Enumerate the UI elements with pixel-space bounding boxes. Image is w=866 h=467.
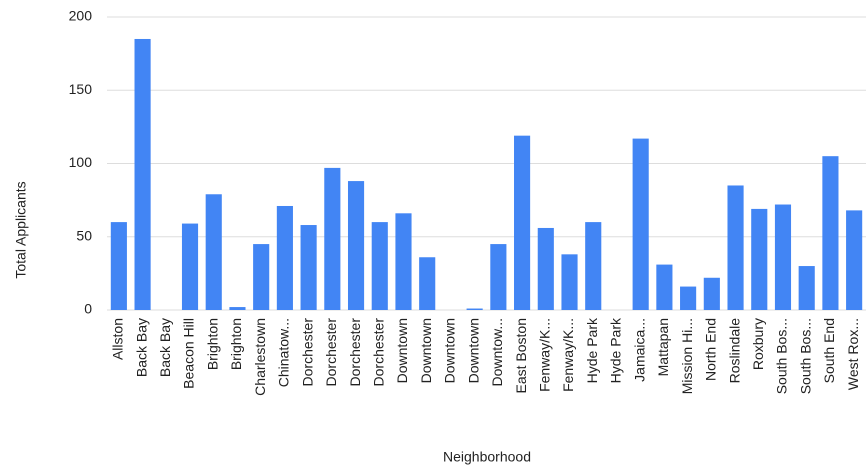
bar (466, 308, 483, 310)
bar (134, 38, 151, 310)
x-tick-label: Back Bay (133, 318, 149, 377)
bar (680, 286, 697, 310)
bar (585, 222, 602, 310)
x-tick-label: West Rox... (845, 318, 861, 390)
y-axis-title: Total Applicants (13, 181, 29, 278)
bar (751, 208, 768, 310)
bar (419, 257, 436, 310)
bar (371, 222, 388, 310)
bar (703, 277, 720, 310)
x-tick-label: Dorchester (370, 318, 386, 387)
bar (656, 264, 673, 310)
bar (632, 138, 649, 310)
y-tick-label: 100 (69, 154, 93, 170)
x-tick-label: Roxbury (750, 318, 766, 370)
x-tick-label: South Bos... (797, 318, 813, 394)
bar (276, 205, 293, 310)
x-tick-label: Downtown (442, 318, 458, 383)
x-tick-label: Downtown (394, 318, 410, 383)
x-tick-label: Roslindale (726, 318, 742, 384)
x-tick-label: Fenway/K... (560, 318, 576, 392)
x-tick-label: Dorchester (347, 318, 363, 387)
bar (490, 244, 507, 310)
bar (300, 225, 317, 310)
x-tick-label: Mattapan (655, 318, 671, 376)
y-tick-label: 0 (84, 301, 92, 317)
bar (181, 223, 199, 310)
bar (846, 210, 863, 310)
x-tick-label: Dorchester (299, 318, 315, 387)
bar (395, 213, 412, 310)
bar (822, 156, 839, 310)
x-tick-label: Hyde Park (608, 317, 624, 383)
x-tick-label: Charlestown (252, 318, 268, 396)
bar (537, 227, 554, 310)
bar (253, 244, 270, 310)
bar (347, 181, 365, 310)
x-tick-label: Beacon Hill (181, 318, 197, 389)
x-tick-label: Back Bay (157, 318, 173, 377)
y-tick-label: 50 (76, 227, 92, 243)
x-tick-label: North End (703, 318, 719, 381)
x-tick-label: Allston (110, 318, 126, 360)
x-tick-label: Downtow... (489, 318, 505, 386)
bar (514, 135, 531, 310)
bar (110, 222, 127, 310)
bar (774, 204, 792, 310)
x-tick-label: Hyde Park (584, 317, 600, 383)
x-tick-label: Downtown (465, 318, 481, 383)
x-axis-title: Neighborhood (443, 449, 531, 465)
x-tick-label: Fenway/K... (537, 318, 553, 392)
bar (561, 254, 578, 310)
x-tick-label: Downtown (418, 318, 434, 383)
x-tick-label: Jamaica... (631, 318, 647, 382)
x-tick-label: Mission Hi... (679, 318, 695, 394)
y-tick-label: 200 (69, 8, 93, 24)
bar (205, 194, 222, 310)
x-tick-label: Dorchester (323, 318, 339, 387)
x-tick-label: South Bos... (774, 318, 790, 394)
x-tick-label: South End (821, 318, 837, 383)
bar (798, 266, 815, 310)
x-tick-label: Brighton (228, 318, 244, 370)
y-tick-label: 150 (69, 81, 93, 97)
bar (229, 307, 246, 310)
bar (324, 167, 341, 310)
x-tick-label: East Boston (513, 318, 529, 394)
x-tick-label: Chinatow... (276, 318, 292, 387)
bar (727, 185, 744, 310)
x-tick-label: Brighton (204, 318, 220, 370)
